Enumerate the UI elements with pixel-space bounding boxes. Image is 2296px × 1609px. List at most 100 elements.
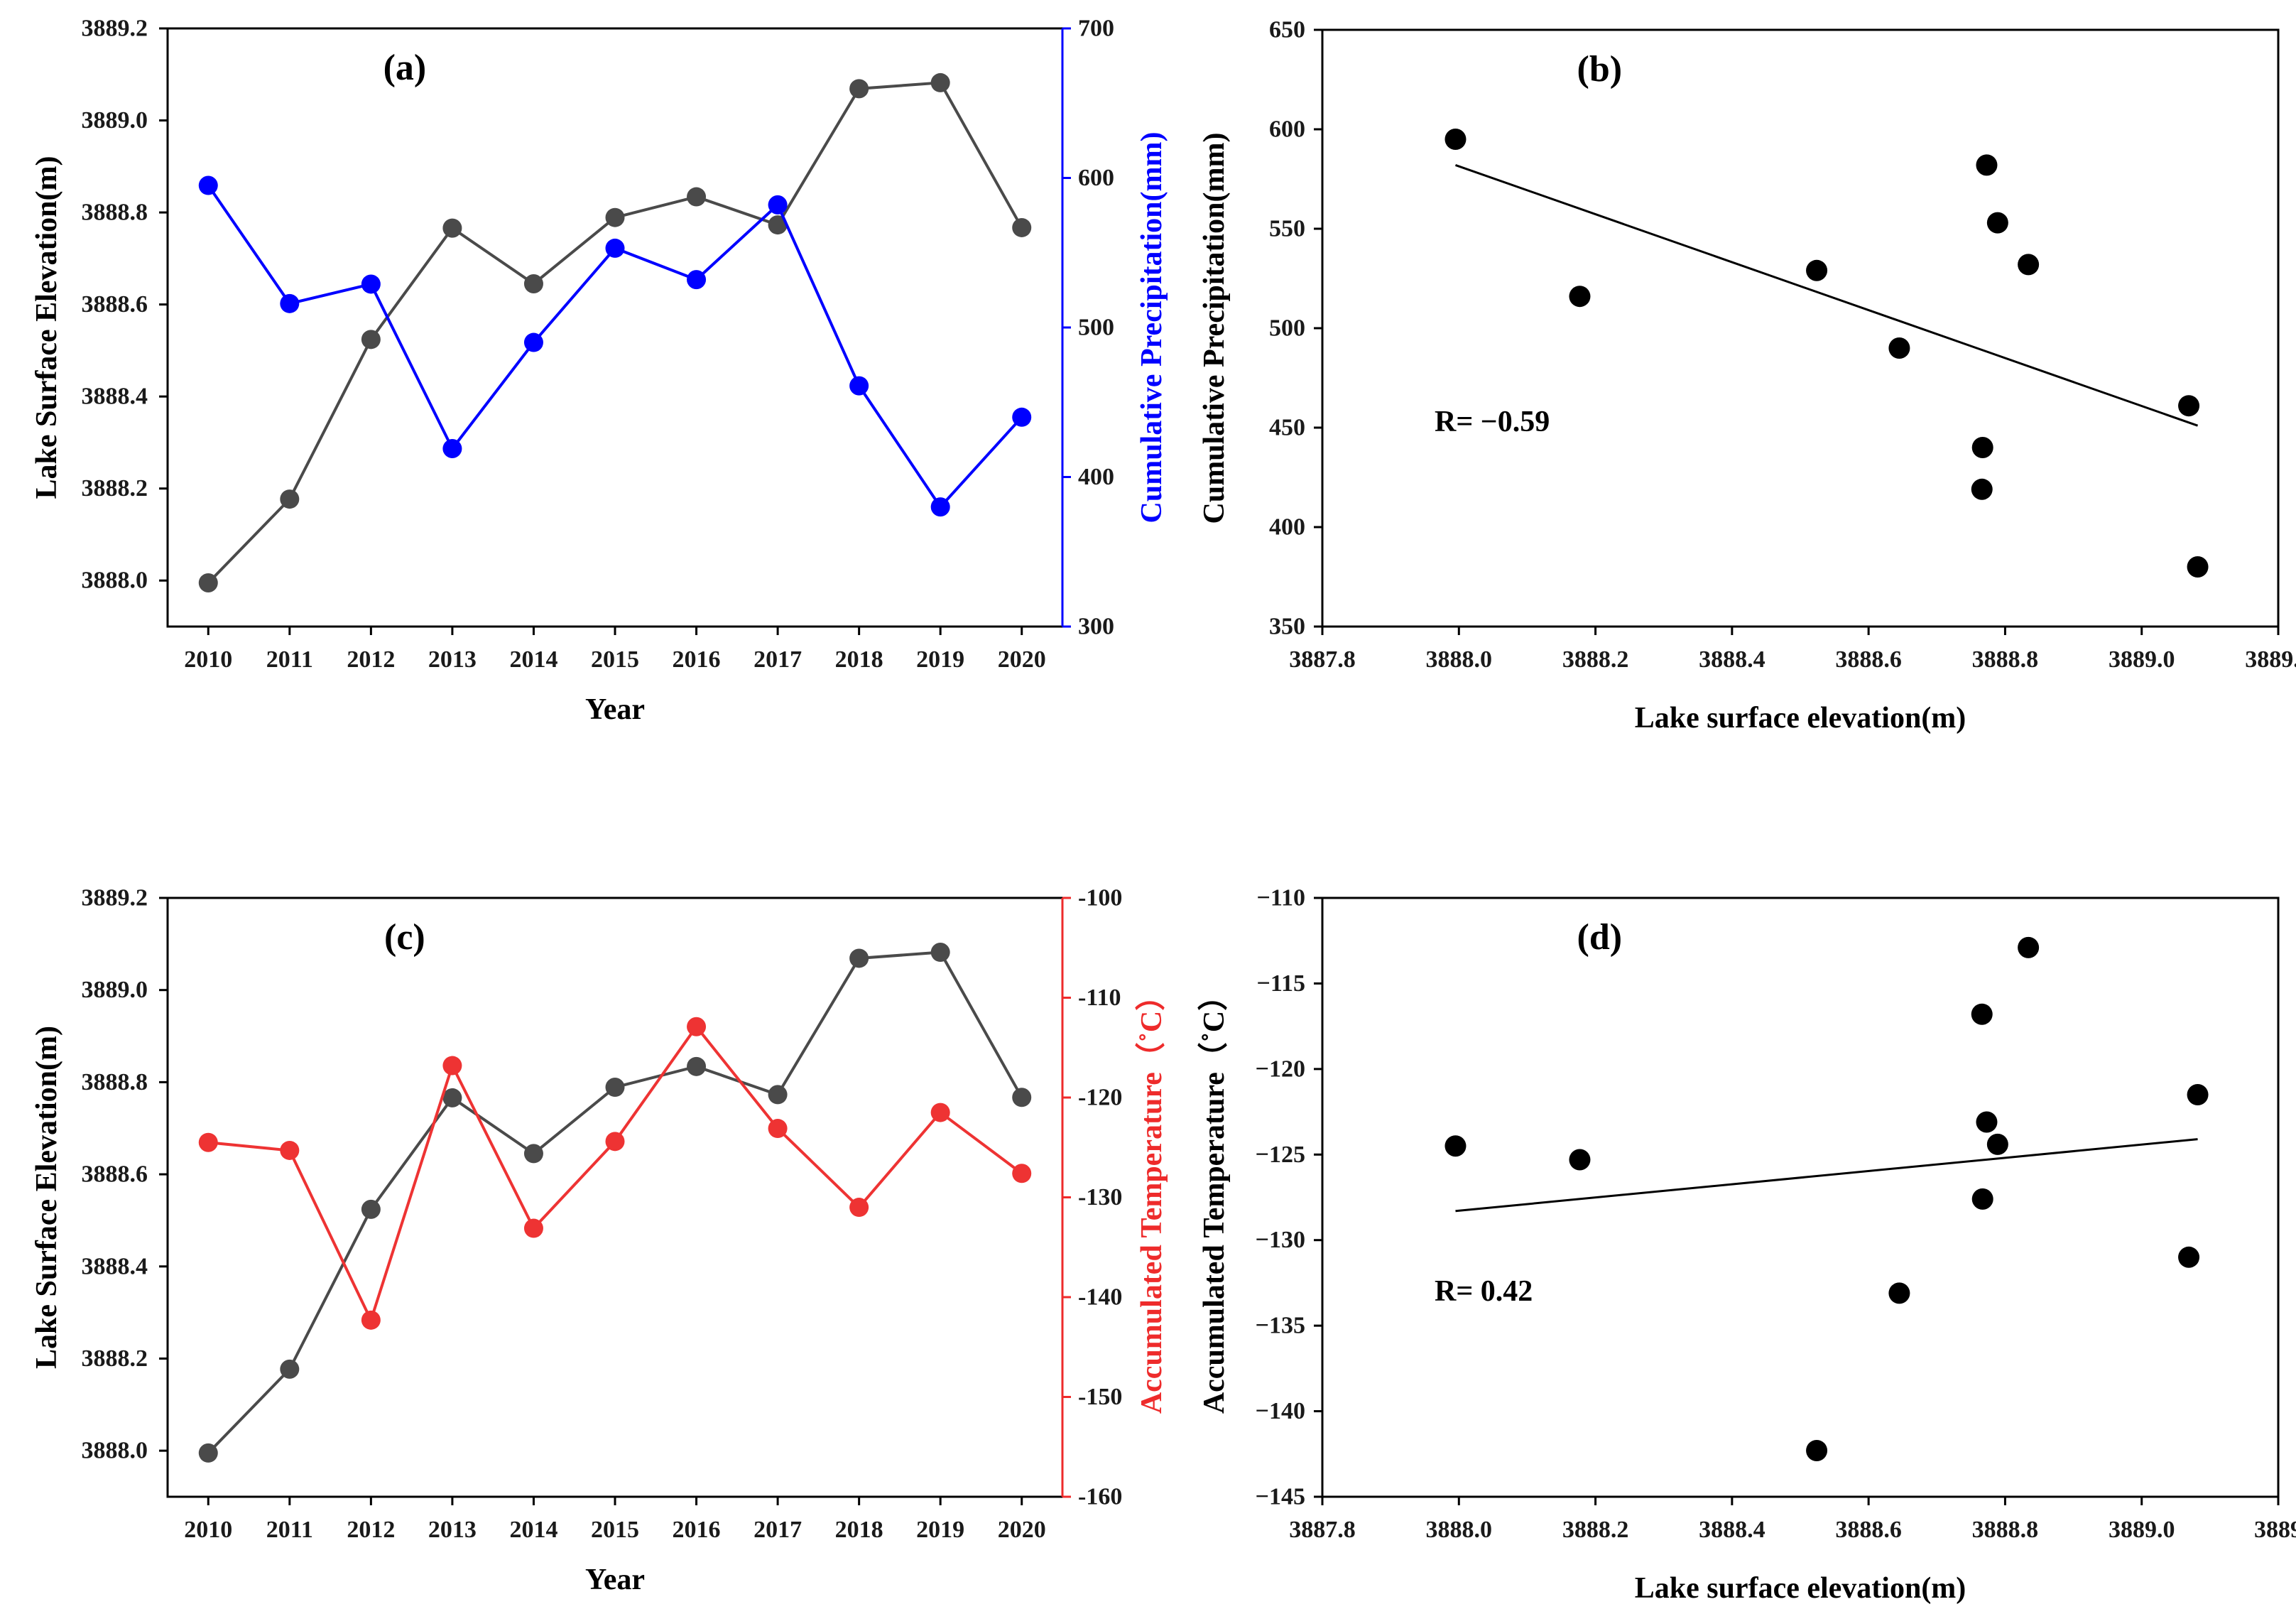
panel-a-xtick-label: 2017 (753, 646, 802, 673)
panel-d-xtick-label: 3888.0 (1426, 1517, 1493, 1543)
panel-d-ytick-label: −125 (1256, 1142, 1305, 1168)
panel-b-scatter-point (1971, 437, 1993, 458)
panel-a-xtick-label: 2014 (509, 646, 557, 673)
panel-d-scatter-point (2187, 1083, 2209, 1105)
panel-c-xtick-label: 2010 (184, 1517, 232, 1543)
panel-a-series-elevation-point (280, 489, 300, 509)
panel-d-scatter-point (1806, 1439, 1828, 1461)
panel-a-panel-label: (a) (383, 48, 427, 88)
panel-a-series-right-point (361, 274, 381, 294)
panel-b-r-annotation: R= −0.59 (1435, 406, 1550, 438)
panel-b-xtick-label: 3889.2 (2245, 646, 2296, 673)
panel-a-ytick-right-label: 400 (1078, 464, 1114, 490)
panel-c-series-elevation-point (687, 1056, 707, 1076)
panel-a-ytick-left-label: 3888.6 (82, 291, 148, 318)
panel-a-ytick-left-label: 3889.2 (82, 16, 148, 42)
panel-d-scatter-point (1569, 1149, 1591, 1171)
panel-a-xtick-label: 2012 (347, 646, 395, 673)
panel-d-ytick-label: −130 (1256, 1227, 1305, 1253)
panel-a-ytick-left-label: 3888.2 (82, 475, 148, 502)
panel-d-scatter-point (1971, 1003, 1993, 1025)
panel-a-series-right-point (930, 497, 950, 517)
panel-d-xlabel: Lake surface elevation(m) (1635, 1572, 1966, 1605)
panel-a-series-elevation-point (930, 72, 950, 92)
panel-a-series-elevation-point (849, 79, 869, 99)
panel-a-xtick-label: 2015 (591, 646, 639, 673)
panel-d-xtick-label: 3888.6 (1835, 1517, 1902, 1543)
panel-c-ytick-right-label: -130 (1078, 1184, 1122, 1210)
panel-a-series-right-point (198, 175, 218, 195)
panel-a-ytick-right-label: 300 (1078, 614, 1114, 640)
panel-c-series-elevation-point (768, 1085, 788, 1105)
panel-b-xtick-label: 3888.2 (1562, 646, 1629, 673)
panel-a-xtick-label: 2020 (998, 646, 1046, 673)
panel-c-series-elevation-point (361, 1199, 381, 1219)
panel-d-frame (1321, 896, 2280, 1498)
panel-a-xtick-label: 2011 (266, 646, 313, 673)
panel-d-ytick-label: −135 (1256, 1313, 1305, 1339)
panel-c-series-right-line (208, 1024, 1023, 1324)
panel-c-xtick-label: 2015 (591, 1517, 639, 1543)
panel-d-scatter-point (2018, 936, 2040, 958)
panel-a-series-right-line (207, 184, 1023, 509)
panel-c-xtick-label: 2014 (509, 1517, 557, 1543)
panel-a-ylabel-left: Lake Surface Elevation(m) (31, 156, 63, 499)
panel-a-series-elevation-point (768, 215, 788, 235)
panel-b-scatter-point (1444, 129, 1467, 150)
panel-d-scatter-point (1976, 1111, 1998, 1133)
panel-d-panel-label: (d) (1577, 917, 1623, 958)
panel-c-series-elevation-point (442, 1088, 462, 1107)
panel-a-series-elevation-point (1012, 217, 1032, 237)
panel-c-xtick-label: 2019 (916, 1517, 964, 1543)
panel-a-xtick-label: 2019 (916, 646, 964, 673)
panel-a-ytick-right-label: 600 (1078, 165, 1114, 191)
panel-a-xtick-label: 2013 (428, 646, 477, 673)
panel-c-ytick-left-label: 3888.0 (82, 1438, 148, 1464)
panel-a-series-right-point (849, 376, 869, 396)
panel-c-ytick-right-label: -110 (1078, 985, 1121, 1011)
panel-b-scatter-point (1569, 286, 1591, 308)
panel-b-scatter-point (2187, 556, 2209, 578)
panel-a-frame (166, 27, 1064, 628)
panel-a-ytick-left-label: 3888.0 (82, 568, 148, 594)
panel-c-series-elevation-line (207, 950, 1023, 1454)
panel-c-panel-label: (c) (384, 917, 425, 958)
panel-a-series-right-point (605, 238, 625, 258)
panel-c-xtick-label: 2011 (266, 1517, 313, 1543)
panel-b-ytick-label: 600 (1269, 117, 1305, 143)
panel-a-series-elevation-point (523, 273, 543, 293)
panel-a-series-elevation-line (207, 81, 1023, 584)
panel-c-series-right-point (930, 1103, 950, 1122)
panel-b-ytick-label: 500 (1269, 315, 1305, 342)
panel-b-ytick-label: 650 (1269, 17, 1305, 43)
panel-c-ytick-left-label: 3889.2 (82, 885, 148, 911)
panel-a-ytick-left-label: 3888.8 (82, 200, 148, 226)
panel-d-scatter-point (2178, 1246, 2200, 1268)
panel-c-series-right-point (1012, 1164, 1032, 1183)
panel-b-ylabel: Cumulative Precipitation(mm) (1198, 133, 1231, 524)
panel-c-ytick-left-label: 3889.0 (82, 977, 148, 1003)
panel-c-ytick-left-label: 3888.6 (82, 1161, 148, 1188)
panel-d-r-annotation: R= 0.42 (1435, 1275, 1533, 1308)
panel-b-scatter-point (1986, 212, 2008, 234)
panel-d-xtick-label: 3888.2 (1562, 1517, 1629, 1543)
panel-b-ytick-label: 350 (1269, 614, 1305, 640)
panel-b-frame (1321, 28, 2280, 628)
panel-b-xtick-label: 3889.0 (2109, 646, 2175, 673)
panel-c-xtick-label: 2012 (347, 1517, 395, 1543)
panel-c-ylabel-left: Lake Surface Elevation(m) (31, 1026, 63, 1369)
panel-d-ytick-label: −110 (1257, 885, 1306, 911)
panel-c-series-elevation-point (930, 943, 950, 963)
panel-c-xtick-label: 2016 (673, 1517, 721, 1543)
panel-d-scatter-point (1971, 1188, 1993, 1210)
panel-a-series-elevation-point (605, 207, 625, 227)
panel-b-ytick-label: 450 (1269, 415, 1305, 441)
panel-b-scatter-point (1806, 259, 1828, 281)
panel-d-scatter-point (1444, 1135, 1467, 1157)
panel-b-ytick-label: 400 (1269, 514, 1305, 541)
panel-b-ytick-label: 550 (1269, 216, 1305, 242)
panel-d-xtick-label: 3889 (2254, 1517, 2296, 1543)
panel-d-ytick-label: −145 (1256, 1484, 1305, 1510)
panel-c-series-right-point (523, 1218, 543, 1238)
panel-c-series-right-point (687, 1017, 707, 1036)
